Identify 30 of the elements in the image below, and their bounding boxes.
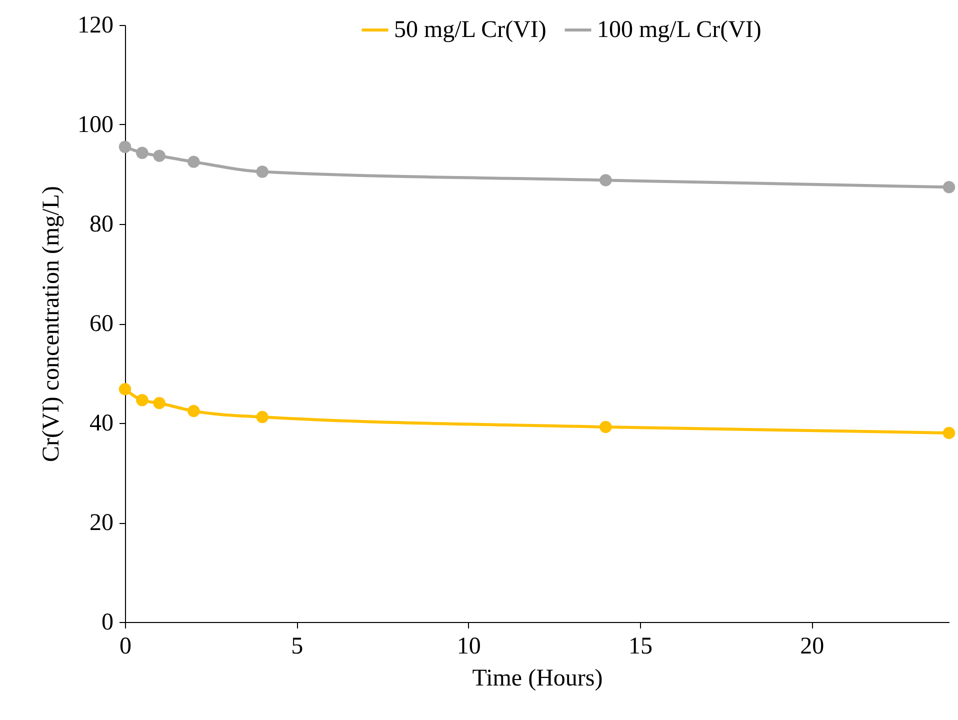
- point: [600, 420, 612, 434]
- x-tick-label: 5: [291, 634, 304, 660]
- x-tick-label: 0: [120, 634, 132, 660]
- point: [153, 150, 166, 162]
- y-tick-label: 0: [102, 610, 114, 636]
- legend-label: 100 mg/L Cr(VI): [597, 17, 762, 43]
- point: [136, 146, 148, 159]
- point: [153, 396, 166, 410]
- y-tick-label: 40: [90, 410, 114, 436]
- y-tick-label: 60: [90, 311, 114, 337]
- point: [256, 410, 268, 424]
- point: [188, 156, 200, 168]
- y-tick-label: 80: [90, 212, 114, 238]
- x-axis-title: Time (Hours): [472, 666, 603, 692]
- x-tick-label: 10: [456, 634, 481, 660]
- point: [256, 166, 268, 178]
- point: [942, 426, 956, 440]
- point: [942, 181, 956, 194]
- y-axis-title: Cr(VI) concentration (mg/L): [38, 186, 64, 462]
- y-tick-label: 100: [78, 112, 114, 138]
- point: [188, 404, 200, 418]
- x-tick-label: 15: [628, 634, 652, 660]
- y-tick-label: 20: [90, 510, 114, 536]
- legend-label: 50 mg/L Cr(VI): [394, 17, 546, 43]
- point: [600, 174, 612, 186]
- point: [136, 394, 148, 406]
- x-tick-label: 20: [800, 634, 824, 660]
- point: [118, 383, 132, 396]
- y-tick-label: 120: [78, 12, 114, 38]
- point: [118, 140, 132, 153]
